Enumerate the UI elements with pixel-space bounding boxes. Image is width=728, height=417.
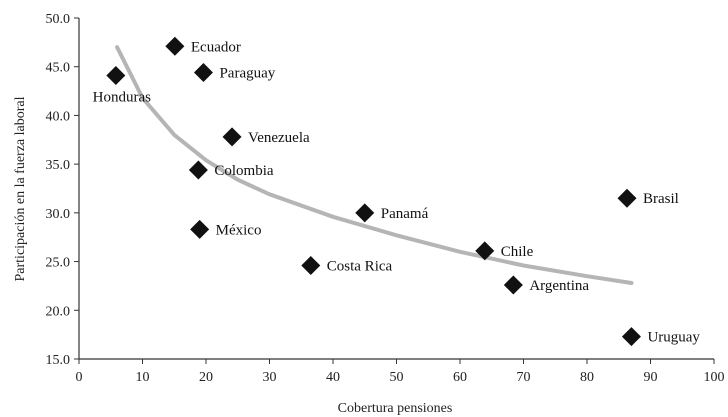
data-point-label: Argentina: [529, 278, 589, 294]
data-point-marker: [188, 160, 208, 180]
data-point-label: Colombia: [214, 163, 274, 179]
x-tick-label: 40: [326, 370, 340, 385]
data-point-marker: [165, 36, 185, 56]
plot-area: 15.0 20.0 25.0 30.0 35.0 40.0 45.0 50.0 0 10 20 30 4…: [46, 12, 725, 385]
data-point-label: Venezuela: [248, 130, 310, 146]
data-point-marker: [106, 65, 126, 85]
data-point-marker: [475, 241, 495, 261]
x-tick-label: 10: [136, 370, 150, 385]
y-tick-label: 15.0: [46, 353, 71, 368]
x-tick-label: 70: [517, 370, 531, 385]
x-tick-label: 50: [390, 370, 404, 385]
data-point-marker: [621, 327, 641, 347]
data-point-marker: [222, 127, 242, 147]
data-point-marker: [355, 203, 375, 223]
data-point-label: México: [216, 222, 262, 238]
x-tick-label: 90: [644, 370, 658, 385]
data-point-label: Paraguay: [219, 66, 275, 82]
x-axis-title: Cobertura pensiones: [338, 401, 453, 416]
data-point-label: Ecuador: [191, 39, 241, 55]
x-tick-label: 100: [704, 370, 725, 385]
data-point-marker: [301, 255, 321, 275]
y-tick-label: 30.0: [46, 207, 71, 222]
data-point-label: Chile: [501, 244, 534, 260]
y-tick-label: 40.0: [46, 109, 71, 124]
y-tick-label: 35.0: [46, 158, 71, 173]
data-point-marker: [617, 188, 637, 208]
data-point-marker: [503, 275, 523, 295]
data-point-label: Panamá: [381, 206, 429, 222]
x-tick-label: 80: [580, 370, 594, 385]
y-tick-label: 25.0: [46, 256, 71, 271]
data-point-label: Brasil: [643, 191, 679, 207]
x-tick-label: 30: [263, 370, 277, 385]
y-tick-label: 50.0: [46, 12, 71, 27]
y-axis-title: Participación en la fuerza laboral: [13, 96, 28, 281]
data-point-marker: [193, 63, 213, 83]
y-tick-label: 20.0: [46, 304, 71, 319]
x-tick-label: 20: [199, 370, 213, 385]
y-tick-label: 45.0: [46, 61, 71, 76]
data-point-label: Costa Rica: [327, 258, 393, 274]
x-tick-label: 60: [453, 370, 467, 385]
x-tick-label: 0: [76, 370, 83, 385]
data-point-label: Honduras: [93, 89, 151, 105]
data-point-marker: [190, 219, 210, 239]
trend-line: [115, 45, 634, 285]
data-point-label: Uruguay: [647, 330, 700, 346]
